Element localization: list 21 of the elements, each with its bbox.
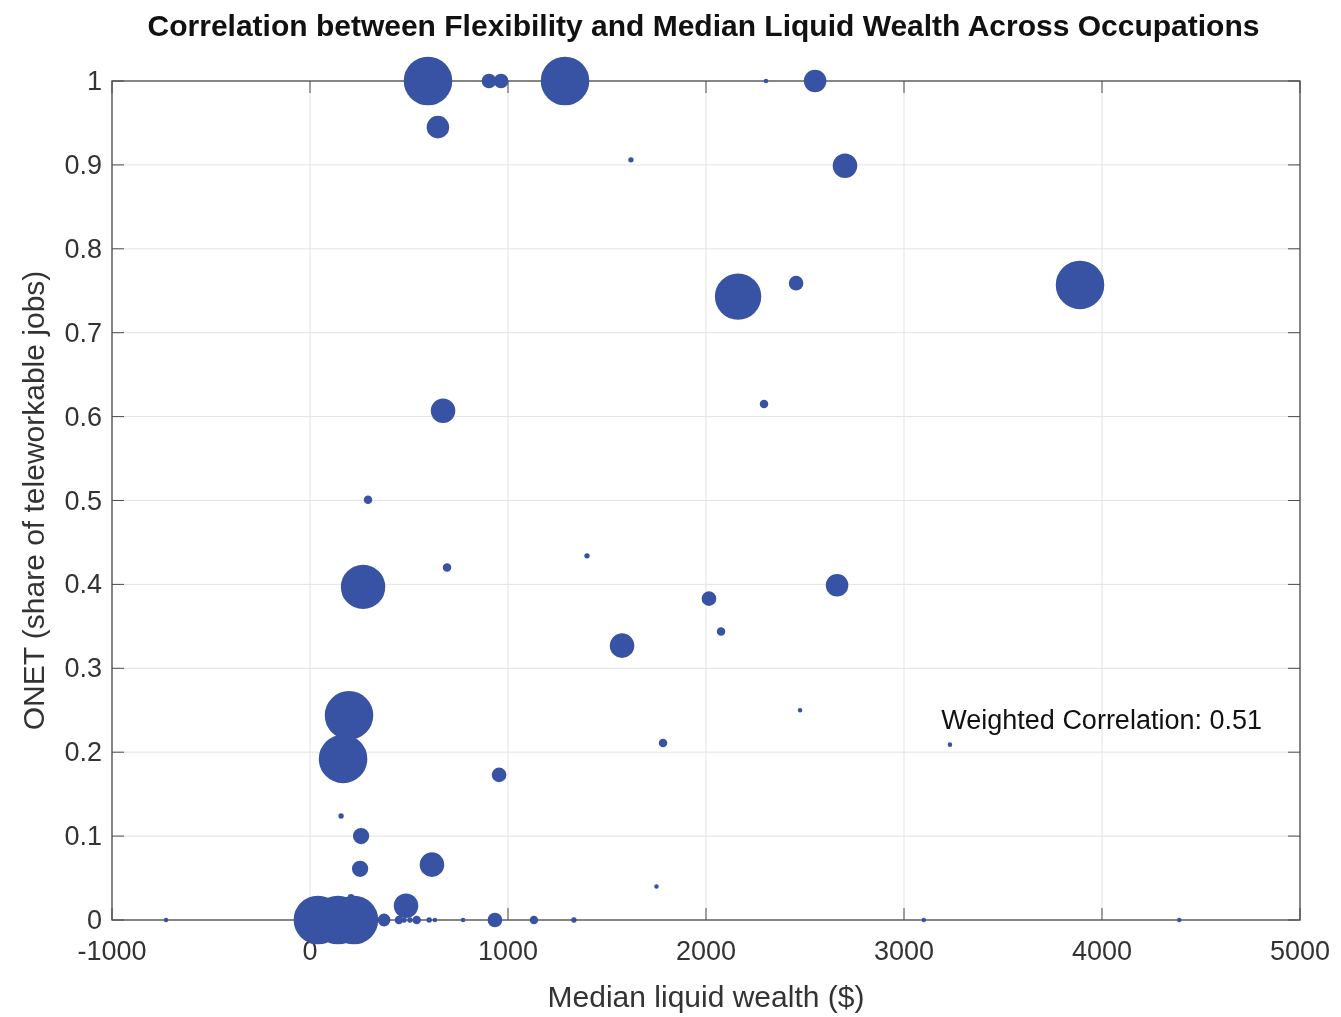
annotation: Weighted Correlation: 0.51 — [941, 704, 1262, 735]
x-tick-label: 1000 — [477, 936, 539, 966]
y-tick-label: 0.2 — [64, 737, 102, 768]
y-tick-label: 0.8 — [64, 233, 102, 264]
y-tick-label: 0.3 — [64, 653, 102, 684]
x-tick-label: 4000 — [1071, 936, 1133, 966]
y-tick-label: 0.7 — [64, 317, 102, 348]
y-tick-label: 0.4 — [64, 569, 102, 600]
x-axis-title: Median liquid wealth ($) — [547, 980, 865, 1013]
y-tick-label: 0.9 — [64, 149, 102, 180]
x-tick-label: 2000 — [675, 936, 737, 966]
chart-title: Correlation between Flexibility and Median Liquid Wealth Across Occupations — [147, 9, 1260, 42]
y-tick-label: 0.5 — [64, 485, 102, 516]
x-tick-label: 3000 — [873, 936, 935, 966]
y-tick-label: 0.6 — [64, 401, 102, 432]
y-axis-title: ONET (share of teleworkable jobs) — [17, 270, 50, 731]
y-tick-label: 0 — [86, 905, 102, 935]
x-tick-label: -1000 — [77, 936, 147, 966]
y-tick-label: 0.1 — [64, 821, 102, 852]
x-tick-label: 5000 — [1269, 936, 1331, 966]
y-tick-label: 1 — [86, 66, 102, 96]
